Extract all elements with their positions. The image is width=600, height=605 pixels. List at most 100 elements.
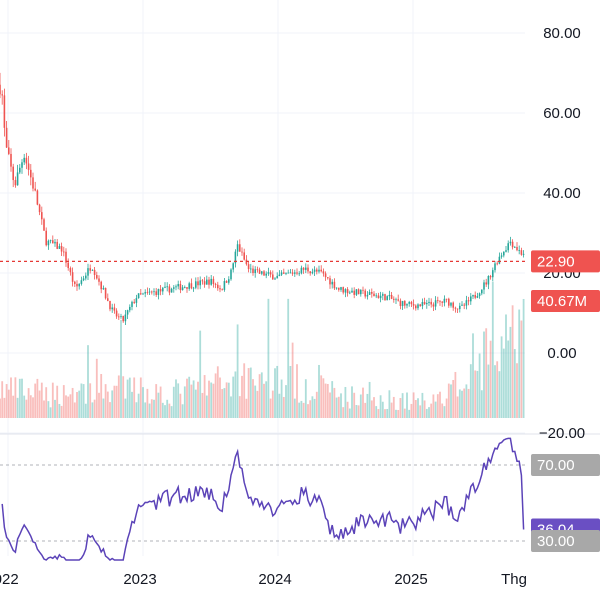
volume-bar xyxy=(89,383,92,418)
volume-bar xyxy=(494,365,496,418)
candle-body xyxy=(410,302,413,305)
candle-body xyxy=(219,288,221,290)
candle-body xyxy=(184,287,186,288)
candle-body xyxy=(318,269,320,272)
candle-body xyxy=(225,281,228,283)
candle-body xyxy=(129,306,131,311)
candle-body xyxy=(247,264,250,270)
candle-body xyxy=(423,301,426,305)
candle-body xyxy=(338,287,340,290)
candle-body xyxy=(263,271,265,276)
candle-body xyxy=(91,269,94,271)
candle-body xyxy=(140,293,142,295)
candle-body xyxy=(135,298,138,303)
candle-body xyxy=(492,270,494,278)
volume-bar xyxy=(7,389,10,418)
volume-bar xyxy=(491,281,494,418)
volume-bar xyxy=(219,377,221,418)
volume-bar xyxy=(135,402,138,418)
candle-body xyxy=(23,157,25,163)
volume-bar xyxy=(399,398,402,418)
volume-bar xyxy=(370,400,373,418)
candle-body xyxy=(311,271,314,274)
candle-body xyxy=(351,290,353,293)
candle-body xyxy=(520,250,523,255)
volume-bar xyxy=(357,405,360,418)
volume-bar xyxy=(483,331,485,418)
candle-body xyxy=(118,316,120,318)
rsi-pane xyxy=(0,437,525,561)
volume-bar xyxy=(106,391,109,418)
volume-bar xyxy=(192,380,195,418)
candle-body xyxy=(498,256,501,264)
candle-body xyxy=(148,291,151,293)
volume-bar xyxy=(384,409,386,418)
volume-bar xyxy=(179,393,182,418)
candle-body xyxy=(164,286,166,288)
volume-bar xyxy=(465,384,468,418)
volume-bar xyxy=(476,370,479,418)
volume-bar xyxy=(153,399,155,418)
candle-body xyxy=(355,289,358,295)
candle-body xyxy=(96,274,98,279)
volume-bar xyxy=(175,379,177,418)
candle-body xyxy=(131,301,133,307)
candle-body xyxy=(494,263,496,271)
candle-body xyxy=(98,278,100,282)
volume-bar xyxy=(67,396,70,418)
volume-bar xyxy=(498,371,501,418)
candle-body xyxy=(210,278,212,285)
candle-body xyxy=(443,298,446,303)
volume-bar xyxy=(243,363,246,418)
volume-bar xyxy=(144,402,147,418)
candle-body xyxy=(305,267,307,270)
volume-bar xyxy=(386,408,389,418)
volume-bar xyxy=(166,399,169,418)
candle-body xyxy=(441,301,443,303)
candle-body xyxy=(153,291,155,293)
volume-bar xyxy=(408,409,411,418)
volume-bar xyxy=(296,364,298,418)
volume-bar xyxy=(480,390,483,418)
candle-body xyxy=(261,271,263,274)
candle-body xyxy=(168,286,171,293)
volume-bar xyxy=(428,407,430,418)
volume-bar xyxy=(447,383,450,418)
volume-bar xyxy=(80,383,83,418)
volume-bar xyxy=(329,392,331,418)
volume-bar xyxy=(463,388,466,418)
volume-bar xyxy=(197,381,199,418)
volume-bar xyxy=(518,309,521,418)
volume-bar xyxy=(159,386,162,418)
volume-bar xyxy=(289,366,292,418)
candle-body xyxy=(463,304,465,306)
candle-body xyxy=(368,292,371,295)
candle-body xyxy=(133,301,135,303)
volume-bar xyxy=(23,395,26,418)
volume-bar xyxy=(201,392,204,418)
candle-body xyxy=(357,289,360,295)
last-volume-badge: 40.67M xyxy=(531,290,600,312)
volume-bar xyxy=(355,405,358,418)
volume-bar xyxy=(60,405,63,418)
candle-body xyxy=(14,180,17,186)
volume-bar xyxy=(291,342,294,418)
volume-bar xyxy=(441,403,444,418)
candle-body xyxy=(280,272,283,275)
candle-body xyxy=(448,298,450,306)
volume-bar xyxy=(304,379,307,418)
volume-bar xyxy=(359,394,362,418)
volume-bar xyxy=(511,305,514,418)
volume-bar xyxy=(282,396,285,418)
volume-bar xyxy=(315,391,318,418)
candle-body xyxy=(342,287,344,293)
candle-body xyxy=(155,291,157,295)
candle-body xyxy=(111,307,113,310)
candle-body xyxy=(518,250,520,251)
candle-body xyxy=(56,241,58,249)
volume-bar xyxy=(452,380,455,418)
candle-body xyxy=(8,147,10,154)
volume-bar xyxy=(5,384,8,418)
